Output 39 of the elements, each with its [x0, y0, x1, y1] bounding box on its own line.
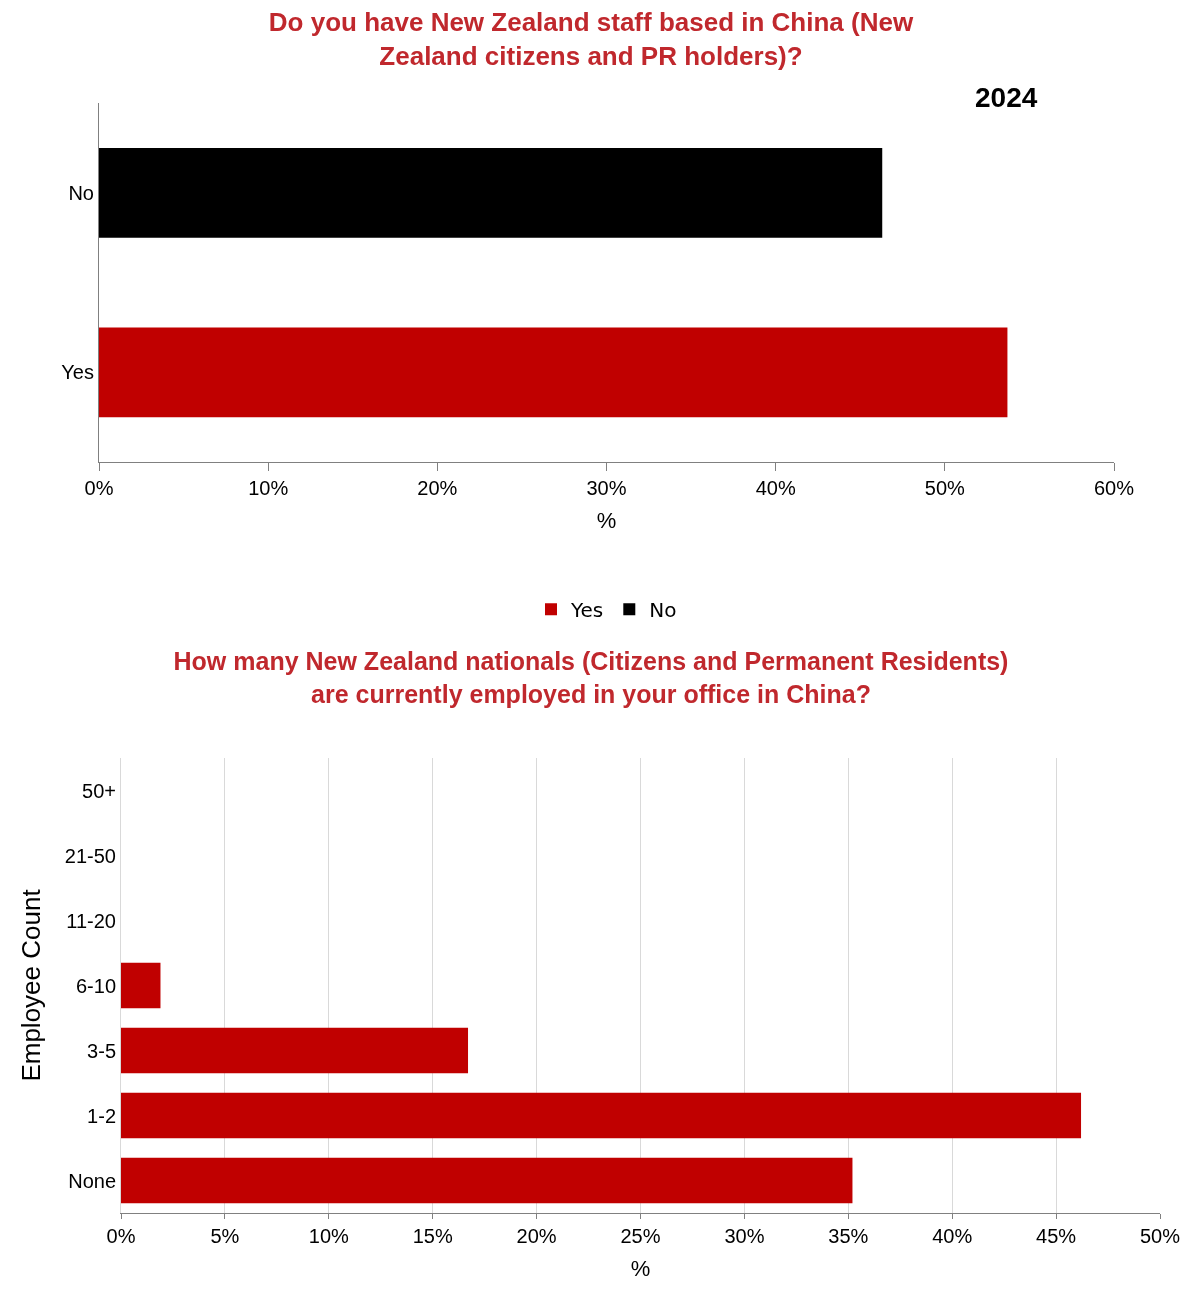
x-tick-label: 35%: [828, 1225, 869, 1247]
x-tick-label: 0%: [84, 477, 114, 499]
x-tick-label: 20%: [516, 1225, 557, 1247]
y-tick-label: 11-20: [66, 909, 116, 932]
legend-label: Yes: [570, 597, 604, 622]
x-tick-label: 5%: [210, 1225, 240, 1247]
x-axis-title: %: [630, 1255, 651, 1281]
x-tick-label: 30%: [586, 477, 627, 499]
y-tick-label: 6-10: [75, 974, 116, 997]
y-tick-label: 50+: [82, 779, 116, 802]
x-tick-label: 0%: [106, 1225, 136, 1247]
x-tick-label: 45%: [1036, 1225, 1077, 1247]
y-tick-label: 21-50: [64, 844, 116, 867]
x-tick-label: 50%: [1139, 1225, 1181, 1247]
bar: [121, 1092, 1082, 1139]
x-axis-title: %: [596, 507, 617, 533]
x-tick-label: 30%: [724, 1225, 765, 1247]
chart-title: How many New Zealand nationals (Citizens and Permanent Residents) are currently employed in your office in China?: [173, 647, 1009, 708]
x-tick-label: 10%: [308, 1225, 350, 1247]
bar: [121, 1157, 853, 1204]
y-tick-label: 1-2: [87, 1104, 116, 1127]
y-tick-label: Yes: [61, 361, 94, 384]
x-tick-label: 25%: [620, 1225, 661, 1247]
bar: [121, 1027, 469, 1074]
bar: [121, 962, 161, 1009]
x-tick-label: 40%: [755, 477, 796, 499]
legend-label: No: [649, 597, 677, 622]
chart-title: Do you have New Zealand staff based in China (New Zealand citizens and PR holders)?: [268, 7, 914, 71]
y-tick-label: No: [68, 181, 94, 204]
annotation: 2024: [975, 82, 1038, 113]
y-tick-label: None: [68, 1169, 116, 1192]
x-tick-label: 40%: [932, 1225, 973, 1247]
x-tick-label: 50%: [924, 477, 966, 499]
x-tick-label: 10%: [248, 477, 289, 499]
x-tick-label: 60%: [1093, 477, 1135, 499]
x-tick-label: 15%: [412, 1225, 453, 1247]
x-tick-label: 20%: [417, 477, 458, 499]
y-tick-label: 3-5: [87, 1039, 116, 1062]
y-axis-title: Employee Count: [16, 888, 47, 1082]
